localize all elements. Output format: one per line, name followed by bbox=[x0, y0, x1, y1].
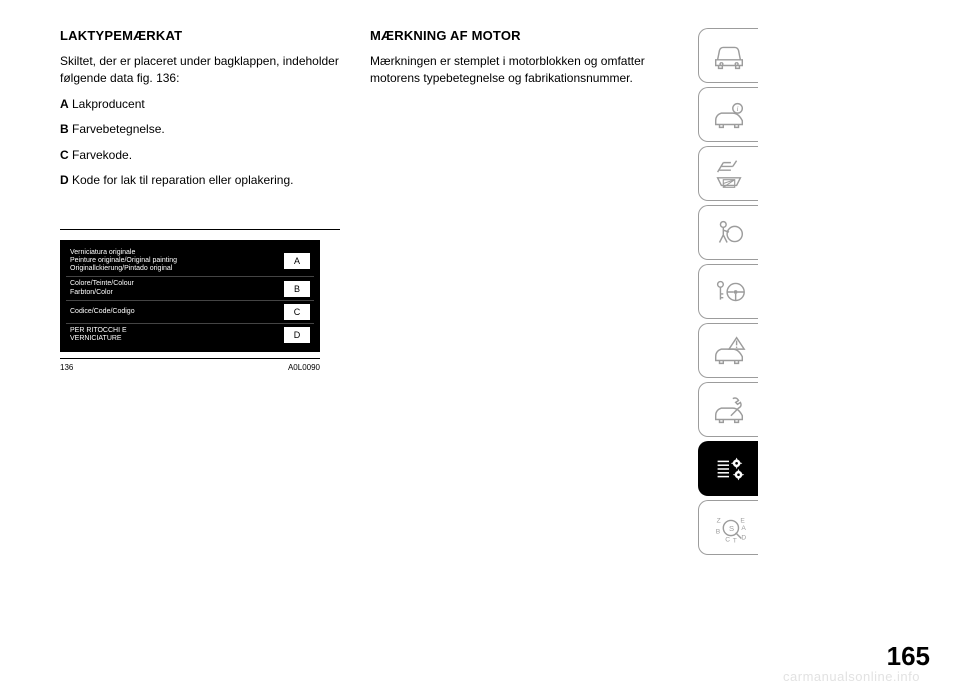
mid-para: Mærkningen er stemplet i motorblokken og… bbox=[370, 53, 650, 88]
plate-row-d: PER RITOCCHI E VERNICIATURE D bbox=[66, 324, 314, 346]
tab-car-wrench[interactable] bbox=[698, 382, 758, 437]
car-wrench-icon bbox=[710, 391, 748, 429]
svg-text:D: D bbox=[741, 534, 746, 541]
plate-row-b: Colore/Teinte/Colour Farbton/Color B bbox=[66, 277, 314, 300]
svg-text:A: A bbox=[741, 524, 746, 531]
svg-text:B: B bbox=[715, 528, 720, 535]
left-intro: Skiltet, der er placeret under bagklappe… bbox=[60, 53, 340, 88]
tab-car-info[interactable]: i bbox=[698, 87, 758, 142]
plate-badge-d: D bbox=[284, 327, 310, 343]
lights-icon bbox=[710, 155, 748, 193]
item-b: B Farvebetegnelse. bbox=[60, 121, 340, 138]
index-icon: Z E B A C T D S bbox=[710, 509, 748, 547]
svg-text:C: C bbox=[725, 536, 730, 543]
key-steering-icon bbox=[710, 273, 748, 311]
list-gears-icon bbox=[710, 450, 748, 488]
watermark: carmanualsonline.info bbox=[783, 669, 920, 684]
tab-airbag[interactable] bbox=[698, 205, 758, 260]
plate-badge-a: A bbox=[284, 253, 310, 269]
svg-text:S: S bbox=[729, 523, 734, 532]
svg-text:i: i bbox=[736, 104, 738, 113]
svg-text:Z: Z bbox=[716, 517, 720, 524]
section-tabs: i bbox=[698, 28, 758, 555]
item-c: C Farvekode. bbox=[60, 147, 340, 164]
figure-top-divider bbox=[60, 229, 340, 230]
item-d: D Kode for lak til reparation eller opla… bbox=[60, 172, 340, 189]
svg-text:T: T bbox=[732, 537, 736, 544]
plate-row-c: Codice/Code/Codigo C bbox=[66, 301, 314, 324]
warning-car-icon bbox=[710, 332, 748, 370]
airbag-icon bbox=[710, 214, 748, 252]
plate-badge-b: B bbox=[284, 281, 310, 297]
item-a: A Lakproducent bbox=[60, 96, 340, 113]
car-info-icon: i bbox=[710, 96, 748, 134]
tab-lights[interactable] bbox=[698, 146, 758, 201]
mid-heading: MÆRKNING AF MOTOR bbox=[370, 28, 650, 43]
paint-label-figure: Verniciatura originale Peinture original… bbox=[60, 240, 320, 371]
tab-warning-car[interactable] bbox=[698, 323, 758, 378]
page-number: 165 bbox=[887, 641, 930, 672]
car-front-icon bbox=[710, 37, 748, 75]
svg-text:E: E bbox=[740, 517, 745, 524]
left-heading: LAKTYPEMÆRKAT bbox=[60, 28, 340, 43]
plate-badge-c: C bbox=[284, 304, 310, 320]
tab-key-steering[interactable] bbox=[698, 264, 758, 319]
figure-number: 136 bbox=[60, 363, 73, 372]
tab-list-gears[interactable] bbox=[698, 441, 758, 496]
tab-car-front[interactable] bbox=[698, 28, 758, 83]
figure-code: A0L0090 bbox=[288, 363, 320, 372]
plate-row-a: Verniciatura originale Peinture original… bbox=[66, 246, 314, 277]
tab-index[interactable]: Z E B A C T D S bbox=[698, 500, 758, 555]
